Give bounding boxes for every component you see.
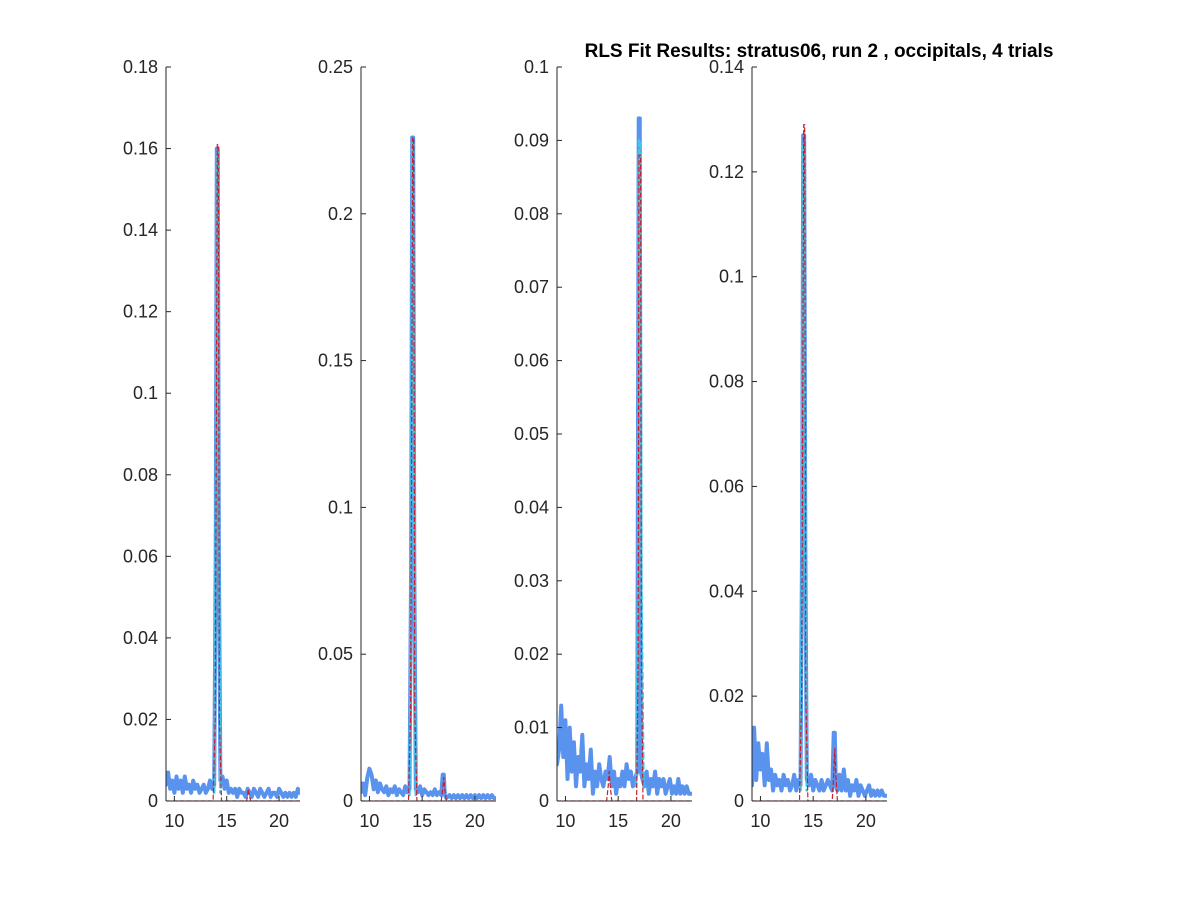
y-tick-label: 0.14 xyxy=(709,57,744,77)
y-tick-label: 0.06 xyxy=(514,351,549,371)
y-tick-label: 0.1 xyxy=(328,497,353,517)
y-tick-label: 0.12 xyxy=(709,162,744,182)
y-tick-label: 0 xyxy=(343,791,353,811)
series-fit-dark-line xyxy=(752,124,887,801)
x-tick-label: 15 xyxy=(608,811,628,831)
series-fit-dark-line xyxy=(557,154,692,801)
x-tick-label: 10 xyxy=(359,811,379,831)
y-tick-label: 0.16 xyxy=(123,139,158,159)
y-tick-label: 0.07 xyxy=(514,277,549,297)
y-tick-label: 0.1 xyxy=(719,267,744,287)
series-data-line xyxy=(361,135,496,801)
y-tick-label: 0.1 xyxy=(524,57,549,77)
y-tick-label: 0.08 xyxy=(514,204,549,224)
figure-title: RLS Fit Results: stratus06, run 2 , occi… xyxy=(585,41,1054,62)
y-tick-label: 0.04 xyxy=(514,497,549,517)
y-tick-label: 0.06 xyxy=(709,476,744,496)
y-tick-label: 0 xyxy=(539,791,549,811)
x-tick-label: 20 xyxy=(856,811,876,831)
y-tick-label: 0.08 xyxy=(123,465,158,485)
chart-panel-3: 0 0.01 0.02 0.03 0.04 0.05 0.06 0.07 0.08 0.09 0.1… xyxy=(514,57,692,831)
x-tick-label: 10 xyxy=(750,811,770,831)
x-tick-label: 15 xyxy=(217,811,237,831)
chart-panel-2: 0 0.05 0.1 0.15 0.2 0.25 10 15 20 xyxy=(318,57,496,831)
x-tick-label: 10 xyxy=(555,811,575,831)
x-tick-label: 20 xyxy=(269,811,289,831)
y-tick-label: 0.14 xyxy=(123,220,158,240)
y-tick-label: 0 xyxy=(734,791,744,811)
x-tick-label: 20 xyxy=(465,811,485,831)
y-tick-label: 0.25 xyxy=(318,57,353,77)
x-tick-label: 15 xyxy=(412,811,432,831)
chart-panel-4: 0 0.02 0.04 0.06 0.08 0.1 0.12 0.14 10 15 20 xyxy=(709,57,887,831)
y-tick-label: 0 xyxy=(148,791,158,811)
series-data-line xyxy=(166,146,300,799)
y-tick-label: 0.05 xyxy=(318,644,353,664)
series-fit-dark-line xyxy=(166,143,300,801)
y-tick-label: 0.06 xyxy=(123,546,158,566)
y-tick-label: 0.15 xyxy=(318,351,353,371)
y-tick-label: 0.02 xyxy=(123,709,158,729)
y-tick-label: 0.18 xyxy=(123,57,158,77)
y-tick-label: 0.08 xyxy=(709,372,744,392)
y-tick-label: 0.03 xyxy=(514,571,549,591)
series-fit-dark-line xyxy=(361,136,496,801)
y-tick-label: 0.09 xyxy=(514,130,549,150)
x-tick-label: 20 xyxy=(661,811,681,831)
y-tick-label: 0.02 xyxy=(514,644,549,664)
y-tick-label: 0.01 xyxy=(514,718,549,738)
y-tick-label: 0.04 xyxy=(709,581,744,601)
y-tick-label: 0.12 xyxy=(123,302,158,322)
y-tick-label: 0.2 xyxy=(328,204,353,224)
y-tick-label: 0.04 xyxy=(123,628,158,648)
chart-panel-1: 0 0.02 0.04 0.06 0.08 0.1 0.12 0.14 0.16 0.18 10 15… xyxy=(123,57,300,831)
y-tick-label: 0.1 xyxy=(133,383,158,403)
series-data-line xyxy=(752,133,887,798)
y-tick-label: 0.05 xyxy=(514,424,549,444)
x-tick-label: 10 xyxy=(164,811,184,831)
y-tick-label: 0.02 xyxy=(709,686,744,706)
series-data-line xyxy=(557,116,692,796)
x-tick-label: 15 xyxy=(803,811,823,831)
